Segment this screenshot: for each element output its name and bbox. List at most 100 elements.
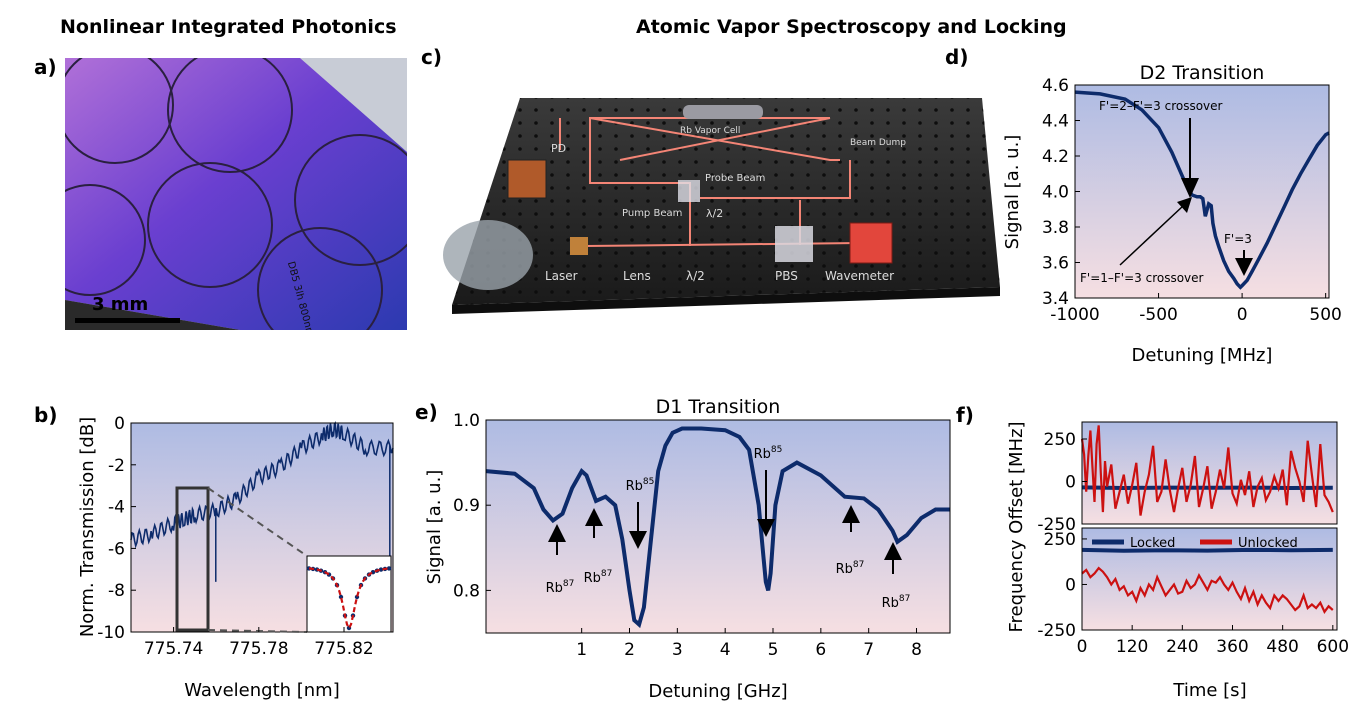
chart-f-series-unlocked-bottom [1081,566,1334,614]
chart-d-xlabel: Detuning [MHz] [1132,345,1273,366]
chip-photo: DB5 3lh 800nm 3 mm [65,58,407,330]
heading-nonlinear-integrated-photonics: Nonlinear Integrated Photonics [60,16,397,38]
chart-d-ylabel: Signal [a. u.] [1002,135,1023,250]
chart-f-top-frame [1081,421,1338,525]
chart-d-ytick-label: 4.6 [1042,76,1069,96]
chart-d-annotation-f3: F'=3 [1224,232,1252,246]
label-half-wave-plate-1: λ/2 [706,207,723,220]
chart-e-xtick-label: 4 [720,640,731,660]
label-beam-dump: Beam Dump [850,138,906,148]
panel-letter-e: e) [415,400,438,424]
chart-f-ylabel: Frequency Offset [MHz] [1006,421,1027,632]
label-rb-vapor-cell: Rb Vapor Cell [680,126,740,136]
scale-bar-label: 3 mm [92,294,148,315]
chart-b: Norm. Transmission [dB] Wavelength [nm] … [77,414,394,701]
chart-f-top-ytick-label: 250 [1044,430,1076,450]
chart-d-plot-area [1075,85,1329,298]
chart-f-bottom-ytick-label: -250 [1037,621,1076,641]
chart-e: D1 Transition Signal [a. u.] Detuning [G… [424,396,951,702]
chart-b-xtick-label: 775.74 [144,639,203,659]
chart-e-xtick-label: 1 [576,640,587,660]
wavemeter-block [849,222,893,264]
chart-d: D2 Transition Signal [a. u.] Detuning [M… [1002,62,1342,366]
chart-b-ytick-label: -4 [108,498,125,518]
chart-e-xtick-label: 7 [863,640,874,660]
chart-f-bottom-plot-area [1082,528,1337,630]
chart-e-ytick-label: 0.9 [453,496,480,516]
chart-b-ytick-label: -8 [108,581,125,601]
chart-b-inset-data-point [378,567,384,572]
label-half-wave-plate-2: λ/2 [686,269,705,283]
chart-d-ytick-label: 4.4 [1042,112,1069,132]
label-pd: PD [551,142,566,155]
laser-block [570,237,588,255]
chart-f-top-ytick-label: 0 [1065,473,1076,493]
chart-e-xtick-label: 2 [624,640,635,660]
chart-e-annotation-label: Rb85 [626,477,655,494]
panel-letter-b: b) [34,403,58,427]
panel-letter-f: f) [956,403,974,427]
chart-e-annotation-arrow-head [757,519,775,537]
chip-inset-bubble [443,220,533,290]
optical-setup-diagram: PD Rb Vapor Cell Beam Dump Probe Beam Pu… [443,98,1000,314]
chart-e-ytick-label: 1.0 [453,411,480,431]
chart-d-xtick-label: 500 [1309,305,1341,325]
chart-e-annotation-arrow-head [842,505,860,523]
chart-b-zoom-connector-bottom [207,629,308,633]
chart-e-title: D1 Transition [656,396,781,418]
pbs-cube [775,226,813,262]
chart-f-bottom-ytick-label: 250 [1044,530,1076,550]
chart-e-series-line [485,426,950,629]
chart-e-annotation-label: Rb87 [546,579,575,596]
heading-atomic-vapor-spectroscopy: Atomic Vapor Spectroscopy and Locking [636,16,1067,38]
chart-e-annotation-arrow-head [629,531,647,549]
chart-b-xtick-label: 775.82 [314,639,373,659]
chart-b-zoom-connector-top [207,487,308,557]
chart-b-zoom-box [175,486,210,632]
label-pbs: PBS [775,269,798,283]
chart-e-xtick-label: 5 [768,640,779,660]
chart-f-xlabel: Time [s] [1172,680,1246,701]
chart-d-arrow-3-head [1177,197,1192,213]
label-lens: Lens [623,269,651,283]
chart-b-inset-frame [306,555,392,633]
label-laser: Laser [545,269,578,283]
chart-d-arrow-3-shaft [1119,205,1184,266]
chart-e-xtick-label: 6 [815,640,826,660]
chart-f-top-ytick-label: -250 [1037,515,1076,535]
chart-e-plot-area [486,420,950,633]
chart-d-title: D2 Transition [1140,62,1265,84]
chart-b-ytick-label: -6 [108,539,125,559]
chart-f-xtick-label: 360 [1216,637,1248,657]
chart-f-series-locked-bottom [1081,547,1333,553]
chart-b-xtick-label: 775.78 [229,639,288,659]
chart-e-xtick-label: 3 [672,640,683,660]
label-pump-beam: Pump Beam [622,208,682,219]
chart-f-top-plot-area [1082,422,1337,524]
chart-d-annotation-f1-f3-crossover: F'=1–F'=3 crossover [1080,271,1204,285]
panel-letter-a: a) [34,55,57,79]
chart-d-arrow-2-head [1235,258,1253,276]
panel-letter-d: d) [945,45,969,69]
scale-bar [75,318,180,323]
label-wavemeter: Wavemeter [825,269,894,283]
chart-e-annotation-label: Rb87 [584,569,613,586]
rb-vapor-cell [683,105,763,119]
chart-d-xtick-label: -500 [1139,305,1178,325]
chart-e-annotation-arrow-head [585,508,603,526]
chart-e-annotation-label: Rb87 [836,560,865,577]
chart-d-xtick-label: 0 [1237,305,1248,325]
chart-f-xtick-label: 600 [1317,637,1349,657]
chart-d-ytick-label: 3.6 [1042,254,1069,274]
chart-f-legend-unlocked-label: Unlocked [1238,536,1298,551]
chart-d-annotation-f2-f3-crossover: F'=2–F'=3 crossover [1099,99,1223,113]
chart-f-series-locked-top [1081,485,1333,491]
chart-f-xtick-label: 120 [1116,637,1148,657]
chart-b-inset [306,555,392,633]
chart-f-xtick-label: 0 [1077,637,1088,657]
chart-d-series-line [1074,90,1330,290]
chart-e-xlabel: Detuning [GHz] [648,681,787,702]
chart-b-ytick-label: -2 [108,456,125,476]
chart-e-annotation-label: Rb87 [882,594,911,611]
